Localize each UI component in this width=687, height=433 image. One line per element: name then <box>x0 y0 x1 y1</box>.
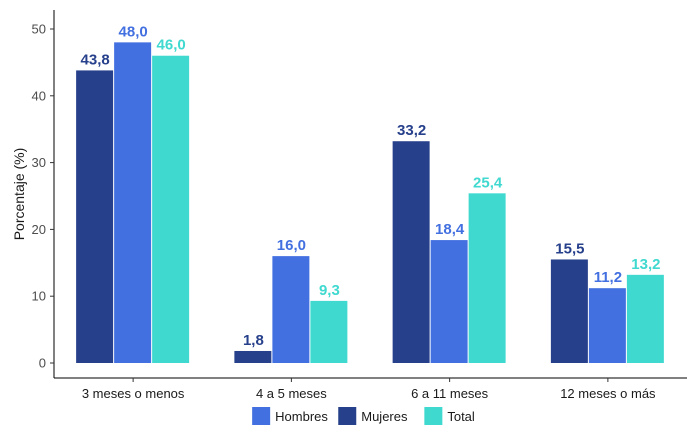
legend-label-hombres: Hombres <box>275 409 328 424</box>
y-tick-label: 50 <box>32 22 46 37</box>
data-label: 1,8 <box>243 332 264 349</box>
legend-label-mujeres: Mujeres <box>361 409 408 424</box>
bar-total <box>626 274 664 363</box>
y-tick-label: 40 <box>32 88 46 103</box>
bar-hombres <box>114 42 152 364</box>
bar-mujeres <box>392 141 430 363</box>
data-label: 33,2 <box>397 122 426 139</box>
y-tick-label: 30 <box>32 155 46 170</box>
bars-group: 43,8 48,0 46,0 1,8 16,0 9,3 33,2 18,4 25,4 15,5 11… <box>76 23 664 364</box>
legend-swatch-hombres <box>252 407 271 425</box>
data-label: 25,4 <box>473 174 503 191</box>
data-label: 16,0 <box>277 237 306 254</box>
y-axis: 0 10 20 30 40 50 <box>32 10 55 378</box>
x-tick-label: 12 meses o más <box>560 386 656 401</box>
data-label: 48,0 <box>119 23 148 40</box>
bar-hombres <box>430 240 468 363</box>
data-label: 11,2 <box>594 269 622 286</box>
data-label: 9,3 <box>319 282 340 299</box>
y-tick-label: 10 <box>32 289 46 304</box>
x-axis: 3 meses o menos 4 a 5 meses 6 a 11 meses 12… <box>54 377 687 401</box>
bar-total <box>468 193 506 363</box>
x-tick-label: 6 a 11 meses <box>411 386 489 401</box>
bar-mujeres <box>550 259 588 363</box>
legend-swatch-total <box>424 407 443 425</box>
bar-hombres <box>272 256 310 363</box>
data-label: 43,8 <box>81 51 110 68</box>
bar-mujeres <box>234 350 272 363</box>
y-tick-label: 0 <box>39 356 46 371</box>
x-tick-label: 3 meses o menos <box>82 386 185 401</box>
legend-swatch-mujeres <box>338 407 357 425</box>
y-tick-label: 20 <box>32 222 46 237</box>
y-axis-title: Porcentaje (%) <box>11 148 27 241</box>
bar-total <box>152 55 190 363</box>
data-label: 46,0 <box>157 37 186 54</box>
data-label: 13,2 <box>631 256 660 273</box>
bar-mujeres <box>76 70 114 363</box>
bar-total <box>310 300 348 363</box>
bar-hombres <box>588 288 626 363</box>
x-tick-label: 4 a 5 meses <box>256 386 327 401</box>
data-label: 15,5 <box>555 240 584 257</box>
data-label: 18,4 <box>435 221 465 238</box>
legend-label-total: Total <box>447 409 475 424</box>
legend: Hombres Mujeres Total <box>252 407 475 425</box>
